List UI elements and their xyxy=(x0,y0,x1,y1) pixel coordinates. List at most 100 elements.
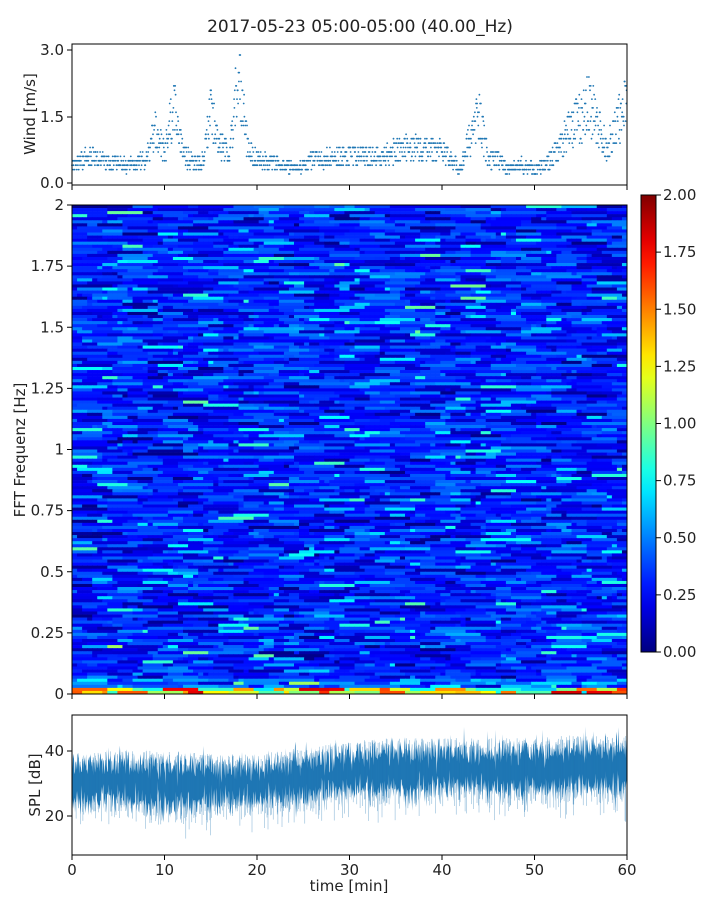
spectrogram-cell xyxy=(203,226,209,230)
spectrogram-cell xyxy=(546,247,552,252)
wind-point xyxy=(238,80,240,83)
spectrogram-cell xyxy=(152,269,159,273)
spectrogram-cell xyxy=(193,235,199,239)
wind-point xyxy=(320,151,323,153)
spectrogram-cell xyxy=(359,226,366,230)
spectrogram-cell xyxy=(309,247,315,252)
spectrogram-cell xyxy=(536,220,542,224)
wind-point xyxy=(81,164,83,167)
spectrogram-cell xyxy=(435,278,441,282)
wind-point xyxy=(590,137,593,140)
spectrogram-cell xyxy=(233,232,239,236)
spectrogram-cell xyxy=(495,290,502,294)
spectrogram-cell xyxy=(505,220,512,224)
spectrogram-cell xyxy=(546,241,552,246)
spectrogram-cell xyxy=(238,247,245,252)
spectrogram-cell xyxy=(576,229,583,233)
spectrogram-cell xyxy=(566,266,572,270)
spectrogram-cell xyxy=(611,205,618,209)
spectrogram-cell xyxy=(117,217,123,221)
spectrogram-cell xyxy=(505,214,512,218)
spectrogram-cell xyxy=(183,214,189,218)
spectrogram-cell xyxy=(334,208,340,212)
spectrogram-cell xyxy=(117,296,123,301)
spectrogram-cell xyxy=(172,263,179,267)
spectrogram-cell xyxy=(349,287,356,291)
spectrogram-cell xyxy=(374,293,381,297)
spectrogram-cell xyxy=(541,238,547,242)
spectrogram-cell xyxy=(420,217,426,221)
spectrogram-cell xyxy=(364,253,371,258)
spectrogram-cell xyxy=(314,244,320,249)
spectrogram-cell xyxy=(364,205,371,209)
spectrogram-cell xyxy=(470,263,477,267)
spectrogram-cell xyxy=(495,238,502,242)
spectrogram-cell xyxy=(162,266,169,270)
spectrogram-cell xyxy=(243,226,250,230)
spectrogram-cell xyxy=(339,299,345,304)
spectrogram-cell xyxy=(415,253,421,258)
spectrogram-cell xyxy=(329,284,335,288)
spectrogram-cell xyxy=(107,247,113,252)
spectrogram-cell xyxy=(521,263,527,267)
spectrogram-cell xyxy=(162,281,169,285)
spectrogram-cell xyxy=(152,278,159,282)
spectrogram-cell xyxy=(566,281,572,285)
spectrogram-cell xyxy=(500,241,507,246)
spectrogram-cell xyxy=(349,293,356,297)
spectrogram-cell xyxy=(183,217,189,221)
wind-xticks xyxy=(71,185,628,190)
wind-point xyxy=(508,173,511,175)
spectrogram-cell xyxy=(283,269,290,273)
spectrogram-cell xyxy=(304,299,310,304)
spectrogram-cell xyxy=(137,229,144,233)
spectrogram-cell xyxy=(430,293,436,297)
spectrogram-cell xyxy=(425,269,431,273)
spectrogram-cell xyxy=(177,205,184,209)
spectrogram-cell xyxy=(364,256,371,261)
spectrogram-cell xyxy=(516,250,522,255)
spectrogram-cell xyxy=(268,269,275,273)
spectrogram-cell xyxy=(193,217,199,221)
spectrogram-cell xyxy=(344,241,350,246)
spectrogram-cell xyxy=(410,235,416,239)
spectrogram-cell xyxy=(147,290,154,294)
spectrogram-cell xyxy=(359,250,366,255)
spectrogram-cell xyxy=(309,296,315,301)
wind-point xyxy=(382,159,385,162)
spectrogram-cell xyxy=(92,290,98,294)
spectrogram-cell xyxy=(283,263,290,267)
spectrogram-cell xyxy=(218,232,224,236)
spectrogram-cell xyxy=(359,256,366,261)
spectrogram-cell xyxy=(127,296,134,301)
wind-point xyxy=(337,159,340,162)
spectrogram-cell xyxy=(485,278,492,282)
spectrogram-cell xyxy=(319,223,325,227)
spectrogram-cell xyxy=(571,214,578,218)
spectrogram-cell xyxy=(213,235,219,239)
spectrogram-cell xyxy=(329,208,335,212)
spectrogram-cell xyxy=(541,269,547,273)
spectrogram-cell xyxy=(369,214,376,218)
wind-point xyxy=(311,164,314,167)
spectrogram-cell xyxy=(576,296,583,301)
spectrogram-cell xyxy=(480,256,487,261)
spectrogram-cell xyxy=(571,275,578,279)
spectrogram-cell xyxy=(188,284,194,288)
spectrogram-cell xyxy=(82,220,88,224)
spectrogram-cell xyxy=(410,293,416,297)
spectrogram-cell xyxy=(339,211,345,215)
spectrogram-cell xyxy=(571,278,578,282)
spectrogram-cell xyxy=(152,229,159,233)
spectrogram-cell xyxy=(82,275,88,279)
spectrogram-cell xyxy=(420,287,426,291)
spectrogram-cell xyxy=(435,281,441,285)
spectrogram-cell xyxy=(611,260,618,264)
spectrogram-cell xyxy=(82,208,88,212)
spectrogram-cell xyxy=(455,247,461,252)
wind-point xyxy=(210,98,213,100)
spectrogram-cell xyxy=(253,241,260,246)
wind-point xyxy=(572,111,575,114)
spectrogram-cell xyxy=(606,263,613,267)
spectrogram-cell xyxy=(324,281,330,285)
